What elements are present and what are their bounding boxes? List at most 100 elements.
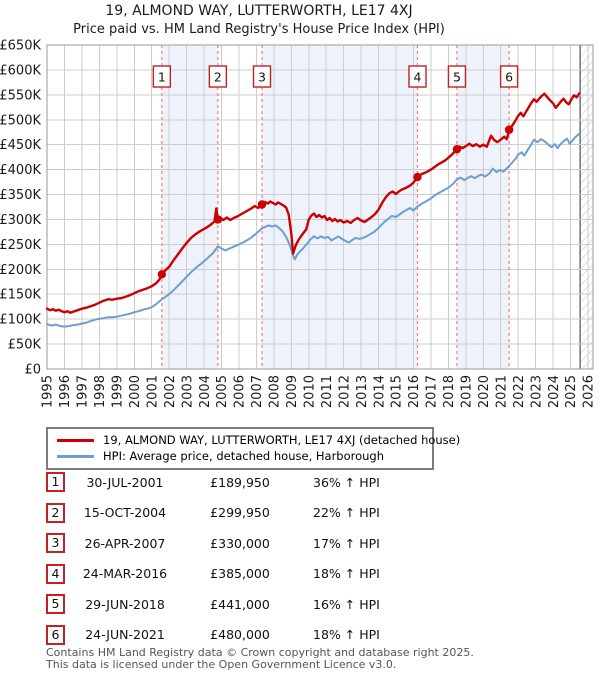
sale-number-flag-label: 5 xyxy=(453,70,461,85)
y-axis-label: £500K xyxy=(0,113,41,128)
plot-border xyxy=(46,44,594,370)
page-title: 19, ALMOND WAY, LUTTERWORTH, LE17 4XJ xyxy=(105,3,413,19)
sale-number-flag xyxy=(152,65,172,88)
table-row: 6 24-JUN-2021 £480,000 18% ↑ HPI xyxy=(46,624,466,645)
x-axis-label: 2023 xyxy=(529,375,544,408)
y-axis-label: £450K xyxy=(0,138,41,153)
table-row: 1 30-JUL-2001 £189,950 36% ↑ HPI xyxy=(46,472,466,492)
table-row: 2 15-OCT-2004 £299,950 22% ↑ HPI xyxy=(46,502,466,523)
sale-number-flag-label: 4 xyxy=(414,70,422,85)
table-row: 4 24-MAR-2016 £385,000 18% ↑ HPI xyxy=(46,563,466,584)
license-footer: Contains HM Land Registry data © Crown c… xyxy=(46,647,474,670)
sale-date: 24-JUN-2021 xyxy=(85,627,165,642)
y-axis-label: £50K xyxy=(8,338,42,353)
sale-date: 26-APR-2007 xyxy=(84,535,166,551)
x-axis-label: 2026 xyxy=(582,375,597,408)
sale-price: £441,000 xyxy=(210,596,270,612)
x-axis-label: 2004 xyxy=(198,375,213,408)
ownership-band xyxy=(262,45,418,369)
x-axis-label: 2016 xyxy=(407,375,422,408)
sale-number-flag-label: 1 xyxy=(158,70,166,85)
sale-vs-hpi: 22% ↑ HPI xyxy=(313,505,380,520)
hpi-line-swatch xyxy=(57,454,94,458)
sale-date: 29-JUN-2018 xyxy=(85,596,165,612)
sale-vs-hpi: 17% ↑ HPI xyxy=(313,535,380,551)
sale-number-badge: 3 xyxy=(46,533,65,553)
x-axis-label: 1995 xyxy=(41,375,56,408)
x-axis-label: 2022 xyxy=(512,375,527,408)
y-axis-label: £300K xyxy=(0,213,41,228)
sale-number-badge: 5 xyxy=(46,594,65,614)
x-axis-label: 1997 xyxy=(76,375,91,408)
sale-number-badge: 4 xyxy=(46,563,65,584)
property-price-line xyxy=(45,92,581,314)
y-axis-label: £150K xyxy=(0,288,41,303)
sale-price: £299,950 xyxy=(210,505,270,520)
sale-date: 24-MAR-2016 xyxy=(82,566,168,581)
property-line-swatch xyxy=(57,438,94,442)
x-axis-label: 2011 xyxy=(320,375,335,408)
sale-number-flag xyxy=(252,65,272,88)
x-axis-label: 2010 xyxy=(302,375,317,408)
sale-marker xyxy=(504,125,514,134)
y-axis-label: £650K xyxy=(0,39,41,54)
footer-line: This data is licensed under the Open Gov… xyxy=(46,657,397,671)
sale-number-badge: 1 xyxy=(46,472,65,492)
x-axis-label: 2012 xyxy=(337,375,352,408)
sale-number-flag xyxy=(447,65,467,88)
x-axis-label: 2002 xyxy=(163,375,178,408)
sale-marker xyxy=(413,172,422,182)
x-axis-label: 2001 xyxy=(145,375,160,408)
future-hatch-region xyxy=(580,45,593,369)
legend-entry-hpi: HPI: Average price, detached house, Harb… xyxy=(54,448,426,464)
sale-vs-hpi: 18% ↑ HPI xyxy=(313,566,380,581)
x-axis-label: 2009 xyxy=(285,375,300,408)
y-axis-label: £600K xyxy=(0,63,41,78)
sale-price: £480,000 xyxy=(210,627,270,642)
sale-marker xyxy=(213,215,223,224)
y-axis-label: £400K xyxy=(0,163,41,178)
price-chart: £0 £50K £100K £150K £200K £250K £300K £350K £400… xyxy=(0,39,597,409)
sale-number-flag-label: 3 xyxy=(258,70,266,85)
x-axis-label: 2003 xyxy=(180,375,195,408)
x-axis-label: 2013 xyxy=(355,375,370,408)
x-axis-label: 1996 xyxy=(58,375,73,408)
x-axis-label: 2018 xyxy=(442,375,457,408)
sale-date: 15-OCT-2004 xyxy=(83,505,167,520)
legend-label: 19, ALMOND WAY, LUTTERWORTH, LE17 4XJ (d… xyxy=(103,433,461,447)
sale-marker xyxy=(452,144,462,154)
sale-date: 30-JUL-2001 xyxy=(86,474,164,490)
sale-number-flag-label: 6 xyxy=(505,70,513,85)
legend-entry-property: 19, ALMOND WAY, LUTTERWORTH, LE17 4XJ (d… xyxy=(54,432,460,448)
sale-number-flag xyxy=(499,65,519,88)
table-row: 3 26-APR-2007 £330,000 17% ↑ HPI xyxy=(46,533,466,553)
y-axis-label: £250K xyxy=(0,238,41,253)
x-axis-label: 2020 xyxy=(477,375,492,408)
ownership-band xyxy=(161,45,218,369)
sale-vs-hpi: 36% ↑ HPI xyxy=(313,474,380,490)
x-axis-label: 2017 xyxy=(425,375,440,408)
x-axis-label: 2021 xyxy=(494,375,509,408)
legend-label: HPI: Average price, detached house, Harb… xyxy=(103,449,385,463)
x-axis-label: 2014 xyxy=(372,375,387,408)
chart-legend: 19, ALMOND WAY, LUTTERWORTH, LE17 4XJ (d… xyxy=(46,427,460,470)
page-subtitle: Price paid vs. HM Land Registry's House … xyxy=(73,22,445,37)
x-axis-label: 2025 xyxy=(564,375,579,408)
x-axis-label: 2024 xyxy=(547,375,562,408)
x-axis-label: 2005 xyxy=(215,375,230,408)
sale-number-badge: 2 xyxy=(46,502,65,523)
x-axis-label: 1999 xyxy=(111,375,126,408)
y-axis-label: £200K xyxy=(0,263,41,278)
x-axis-label: 1998 xyxy=(93,375,108,408)
sale-number-badge: 6 xyxy=(46,624,65,645)
sale-marker xyxy=(157,270,167,279)
hpi-line xyxy=(46,132,581,328)
x-axis-label: 2019 xyxy=(460,375,475,408)
sale-price: £385,000 xyxy=(210,566,270,581)
x-axis-label: 2007 xyxy=(250,375,265,408)
table-row: 5 29-JUN-2018 £441,000 16% ↑ HPI xyxy=(46,594,466,614)
x-axis-label: 2008 xyxy=(268,375,283,408)
y-axis-label: £550K xyxy=(0,88,41,103)
sale-number-flag-label: 2 xyxy=(214,70,222,85)
